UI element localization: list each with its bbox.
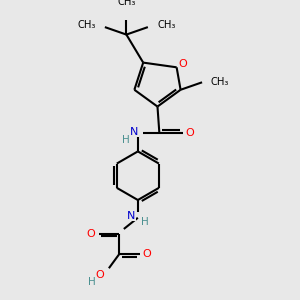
Text: CH₃: CH₃ [117, 0, 136, 7]
Text: CH₃: CH₃ [157, 20, 176, 30]
Text: H: H [122, 135, 130, 145]
Text: N: N [127, 211, 136, 221]
Text: CH₃: CH₃ [211, 77, 229, 87]
Text: O: O [186, 128, 195, 138]
Text: N: N [130, 127, 138, 137]
Text: O: O [143, 249, 152, 259]
Text: O: O [179, 58, 188, 69]
Text: H: H [88, 277, 96, 287]
Text: O: O [87, 229, 95, 239]
Text: O: O [95, 270, 104, 280]
Text: CH₃: CH₃ [77, 20, 95, 30]
Text: H: H [140, 217, 148, 226]
